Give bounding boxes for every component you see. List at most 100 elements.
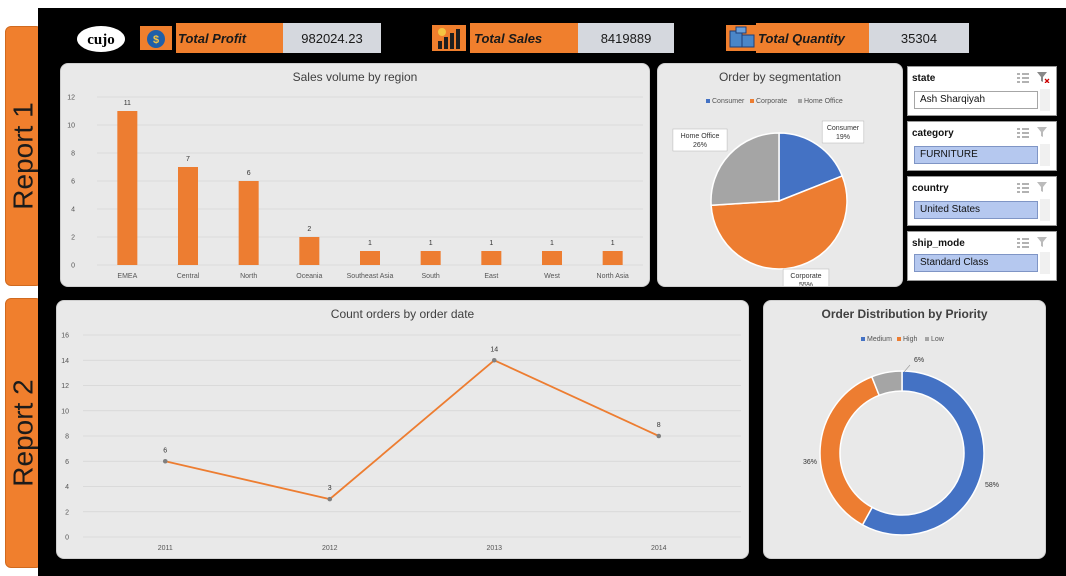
line-point (327, 496, 333, 502)
x-tick-label: Central (177, 273, 200, 280)
clear-filter-icon[interactable] (1036, 181, 1050, 193)
priority-donut-chart: Medium High Low 58% 36% 6% (803, 336, 999, 536)
pie-slice-percent: 26% (693, 142, 707, 149)
bar-value-label: 1 (611, 240, 615, 247)
kpi-total-profit-value: 982024.23 (283, 23, 381, 53)
slicer-ship-mode-header: ship_mode (912, 238, 965, 249)
bar (420, 251, 441, 265)
x-tick-label: EMEA (117, 273, 137, 280)
slicer-ship-mode[interactable]: ship_mode Standard Class (907, 231, 1057, 281)
multi-select-icon[interactable] (1016, 71, 1030, 83)
slicer-country[interactable]: country United States (907, 176, 1057, 226)
slicer-state-header: state (912, 73, 936, 84)
line-chart-title: Count orders by order date (330, 307, 475, 321)
y-tick-label: 2 (71, 235, 75, 242)
x-tick-label: South (422, 273, 440, 280)
bar-value-label: 7 (186, 156, 190, 163)
clear-filter-icon[interactable] (1036, 71, 1050, 83)
kpi-total-profit-label: Total Profit (176, 23, 285, 53)
y-tick-label: 10 (67, 123, 75, 130)
bar-value-label: 1 (550, 240, 554, 247)
legend-label: Corporate (756, 98, 787, 105)
slicer-category-item[interactable]: FURNITURE (914, 146, 1038, 164)
slicer-category[interactable]: category FURNITURE (907, 121, 1057, 171)
y-tick-label: 4 (65, 484, 69, 491)
legend-swatch (706, 99, 710, 103)
svg-text:cujo: cujo (87, 32, 115, 48)
donut-slice-percent: 58% (985, 482, 999, 489)
svg-text:$: $ (153, 34, 159, 46)
bar (299, 237, 320, 265)
pie-slice (710, 132, 780, 207)
line-point (491, 357, 497, 363)
slicer-ship-mode-scrollbar[interactable] (1040, 252, 1050, 274)
clear-filter-icon[interactable] (1036, 126, 1050, 138)
slicer-country-item[interactable]: United States (914, 201, 1038, 219)
tab-report-1-label: Report 1 (7, 102, 39, 210)
y-tick-label: 6 (71, 179, 75, 186)
slicer-category-header: category (912, 128, 954, 139)
multi-select-icon[interactable] (1016, 236, 1030, 248)
donut-slice (819, 375, 881, 526)
slicer-state-scrollbar[interactable] (1040, 89, 1050, 111)
clear-filter-icon[interactable] (1036, 236, 1050, 248)
slicer-ship-mode-item[interactable]: Standard Class (914, 254, 1038, 272)
x-tick-label: North Asia (597, 273, 629, 280)
pie-slice-name: Consumer (827, 125, 860, 132)
y-tick-label: 0 (65, 535, 69, 542)
bar-chart-card: Sales volume by region 0 2 4 6 8 10 12 11 EMEA 7 C… (60, 63, 650, 287)
bar (178, 167, 198, 265)
legend-label: Medium (867, 336, 892, 343)
slicer-state[interactable]: state Ash Sharqiyah (907, 66, 1057, 116)
bar-value-label: 11 (124, 100, 131, 107)
line-point (162, 458, 168, 464)
legend-label: High (903, 336, 918, 343)
y-tick-label: 16 (61, 333, 69, 340)
x-tick-label: 2013 (486, 545, 502, 552)
slicer-category-scrollbar[interactable] (1040, 144, 1050, 166)
bar-value-label: 2 (307, 226, 311, 233)
logo: cujo (76, 24, 126, 54)
x-tick-label: West (544, 273, 560, 280)
point-value-label: 3 (328, 485, 332, 492)
pie-data-label-box (821, 120, 865, 144)
pie-data-label-box (672, 128, 728, 152)
legend-label: Home Office (804, 98, 843, 105)
point-value-label: 6 (163, 447, 167, 454)
point-value-label: 14 (490, 346, 498, 353)
y-tick-label: 2 (65, 509, 69, 516)
bar (602, 251, 623, 265)
line-chart-card: Count orders by order date 0 2 4 6 8 10 12 14 16… (56, 300, 749, 559)
bar (542, 251, 562, 265)
kpi-total-quantity-label: Total Quantity (756, 23, 871, 53)
multi-select-icon[interactable] (1016, 181, 1030, 193)
y-tick-label: 12 (61, 383, 69, 390)
x-tick-label: 2011 (158, 545, 173, 552)
bar-value-label: 1 (429, 240, 433, 247)
multi-select-icon[interactable] (1016, 126, 1030, 138)
slicer-state-item[interactable]: Ash Sharqiyah (914, 91, 1038, 109)
series-line (165, 359, 660, 501)
bar (481, 251, 502, 265)
segmentation-pie-card: Order by segmentation Consumer Corporate H… (657, 63, 903, 287)
boxes-icon (724, 23, 764, 53)
slicer-country-scrollbar[interactable] (1040, 199, 1050, 221)
y-tick-label: 12 (67, 95, 75, 102)
y-tick-label: 0 (71, 263, 75, 270)
pie-slice-name: Corporate (790, 273, 821, 280)
y-tick-label: 4 (71, 207, 75, 214)
tab-report-2-label: Report 2 (7, 379, 39, 487)
donut-slice (861, 370, 985, 536)
pie-data-label-box (782, 268, 830, 286)
tab-report-2[interactable]: Report 2 (5, 298, 42, 568)
segmentation-pie-chart: Consumer Corporate Home Office Consumer 19% C… (672, 98, 865, 286)
legend-label: Low (931, 336, 945, 343)
donut-chart-title: Order Distribution by Priority (821, 307, 988, 321)
bar (360, 251, 380, 265)
legend-swatch (861, 337, 865, 341)
donut-slice (870, 370, 903, 397)
pie-slice-percent: 55% (799, 282, 813, 286)
donut-slice-percent: 6% (914, 357, 924, 364)
pie-chart-title: Order by segmentation (718, 70, 842, 84)
tab-report-1[interactable]: Report 1 (5, 26, 42, 286)
